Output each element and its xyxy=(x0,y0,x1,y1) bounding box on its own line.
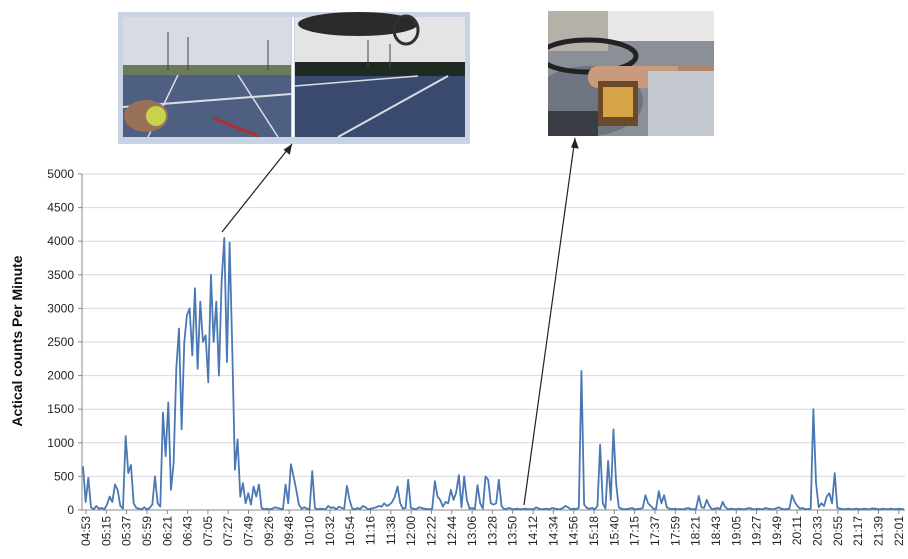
x-tick-label: 07:49 xyxy=(242,516,256,546)
x-tick-label: 14:56 xyxy=(567,516,581,546)
x-tick-label: 13:50 xyxy=(506,516,520,546)
x-tick-label: 10:10 xyxy=(303,516,317,546)
x-tick-label: 20:33 xyxy=(811,516,825,546)
x-tick-label: 22:01 xyxy=(892,516,906,546)
x-tick-label: 12:22 xyxy=(424,516,438,546)
y-tick-label: 0 xyxy=(67,503,74,517)
x-tick-label: 12:00 xyxy=(404,516,418,546)
x-tick-label: 09:48 xyxy=(282,516,296,546)
x-tick-label: 10:32 xyxy=(323,516,337,546)
y-tick-label: 5000 xyxy=(47,167,74,181)
x-tick-label: 05:15 xyxy=(99,516,113,546)
x-tick-label: 20:55 xyxy=(831,516,845,546)
y-tick-label: 3500 xyxy=(47,268,74,282)
x-tick-label: 19:49 xyxy=(770,516,784,546)
driving-car-photo xyxy=(548,11,714,136)
x-tick-label: 17:37 xyxy=(648,516,662,546)
x-tick-label: 07:05 xyxy=(201,516,215,546)
y-tick-label: 1000 xyxy=(47,436,74,450)
x-tick-label: 10:54 xyxy=(343,516,357,546)
x-tick-label: 13:28 xyxy=(485,516,499,546)
x-tick-label: 14:34 xyxy=(546,516,560,546)
x-tick-label: 04:53 xyxy=(79,516,93,546)
x-tick-label: 13:06 xyxy=(465,516,479,546)
x-tick-label: 21:39 xyxy=(872,516,886,546)
x-tick-label: 17:59 xyxy=(668,516,682,546)
x-tick-label: 18:21 xyxy=(689,516,703,546)
callout-arrowhead-tennis xyxy=(283,144,292,155)
callout-arrowhead-driving xyxy=(571,138,579,149)
x-tick-label: 21:17 xyxy=(851,516,865,546)
x-tick-label: 17:15 xyxy=(628,516,642,546)
x-tick-label: 12:44 xyxy=(445,516,459,546)
x-tick-label: 06:43 xyxy=(181,516,195,546)
x-tick-label: 14:12 xyxy=(526,516,540,546)
y-axis-label: Actical counts Per Minute xyxy=(9,255,25,426)
y-tick-label: 4000 xyxy=(47,234,74,248)
callout-arrow-tennis xyxy=(221,143,293,233)
x-tick-label: 18:43 xyxy=(709,516,723,546)
y-tick-label: 4500 xyxy=(47,201,74,215)
x-tick-label: 19:05 xyxy=(729,516,743,546)
series-line-activity-counts xyxy=(82,236,905,511)
x-tick-label: 05:37 xyxy=(120,516,134,546)
x-tick-label: 19:27 xyxy=(750,516,764,546)
x-tick-label: 06:21 xyxy=(160,516,174,546)
y-tick-label: 2000 xyxy=(47,369,74,383)
x-tick-label: 07:27 xyxy=(221,516,235,546)
x-tick-label: 15:18 xyxy=(587,516,601,546)
y-tick-label: 2500 xyxy=(47,335,74,349)
x-tick-label: 11:16 xyxy=(363,516,377,545)
x-tick-label: 20:11 xyxy=(790,516,804,545)
x-tick-label: 11:38 xyxy=(384,516,398,545)
y-tick-label: 3000 xyxy=(47,301,74,315)
x-tick-label: 15:40 xyxy=(607,516,621,546)
y-tick-label: 500 xyxy=(54,469,74,483)
callout-arrow-driving xyxy=(523,137,576,506)
x-tick-label: 09:26 xyxy=(262,516,276,546)
x-tick-label: 05:59 xyxy=(140,516,154,546)
y-tick-label: 1500 xyxy=(47,402,74,416)
tennis-court-photo xyxy=(118,12,470,144)
